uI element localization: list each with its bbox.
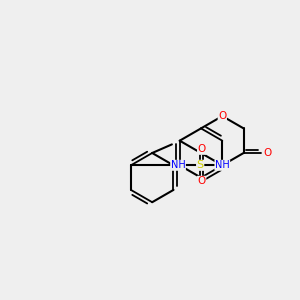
Text: O: O: [197, 176, 206, 186]
Text: NH: NH: [215, 160, 230, 170]
Text: S: S: [196, 160, 204, 170]
Text: NH: NH: [171, 160, 185, 170]
Text: O: O: [218, 111, 226, 121]
Text: O: O: [197, 144, 206, 154]
Text: O: O: [263, 148, 272, 158]
